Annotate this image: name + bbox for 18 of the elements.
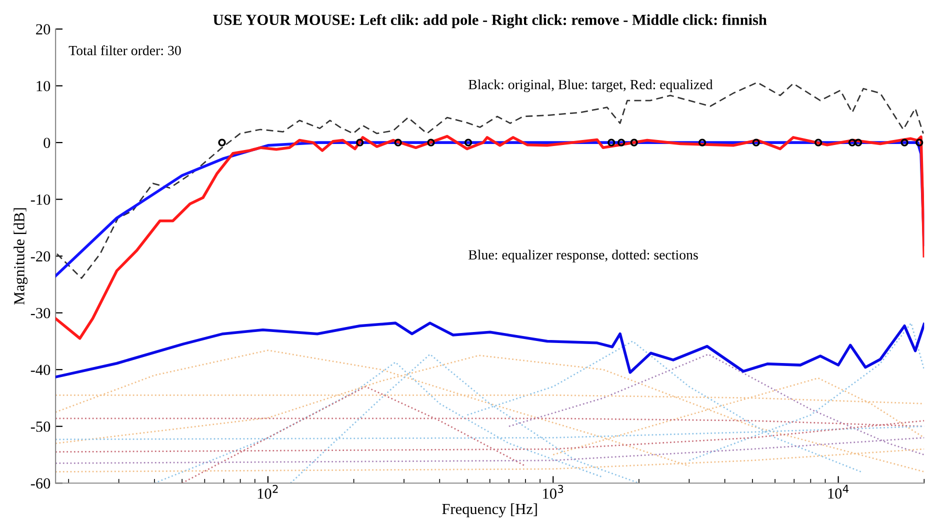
y-tick-label: -20 <box>30 251 50 262</box>
y-axis-title: Magnitude [dB] <box>14 208 28 305</box>
x-axis-title: Frequency [Hz] <box>442 503 537 518</box>
y-tick-label: 10 <box>36 80 50 92</box>
annotation: Total filter order: 30 <box>68 45 181 56</box>
annotation: Blue: equalizer response, dotted: sections <box>468 250 698 262</box>
x-tick-label: 10$^{3}$ <box>543 484 564 499</box>
y-tick-label: -60 <box>30 478 50 489</box>
annotation: Black: original, Blue: target, Red: equalized <box>468 79 713 92</box>
x-tick-label: 10$^{2}$ <box>258 484 278 499</box>
x-tick-label: 10$^{4}$ <box>828 484 849 499</box>
y-tick-label: -40 <box>30 364 50 376</box>
y-tick-label: -50 <box>30 422 50 432</box>
y-tick-label: -30 <box>30 308 50 318</box>
y-tick-label: -10 <box>30 194 50 205</box>
chart-title: USE YOUR MOUSE: Left clik: add pole - Right click: remove - Middle click: finnish <box>213 14 767 28</box>
y-tick-label: 0 <box>44 138 50 148</box>
y-tick-label: 20 <box>36 24 50 34</box>
